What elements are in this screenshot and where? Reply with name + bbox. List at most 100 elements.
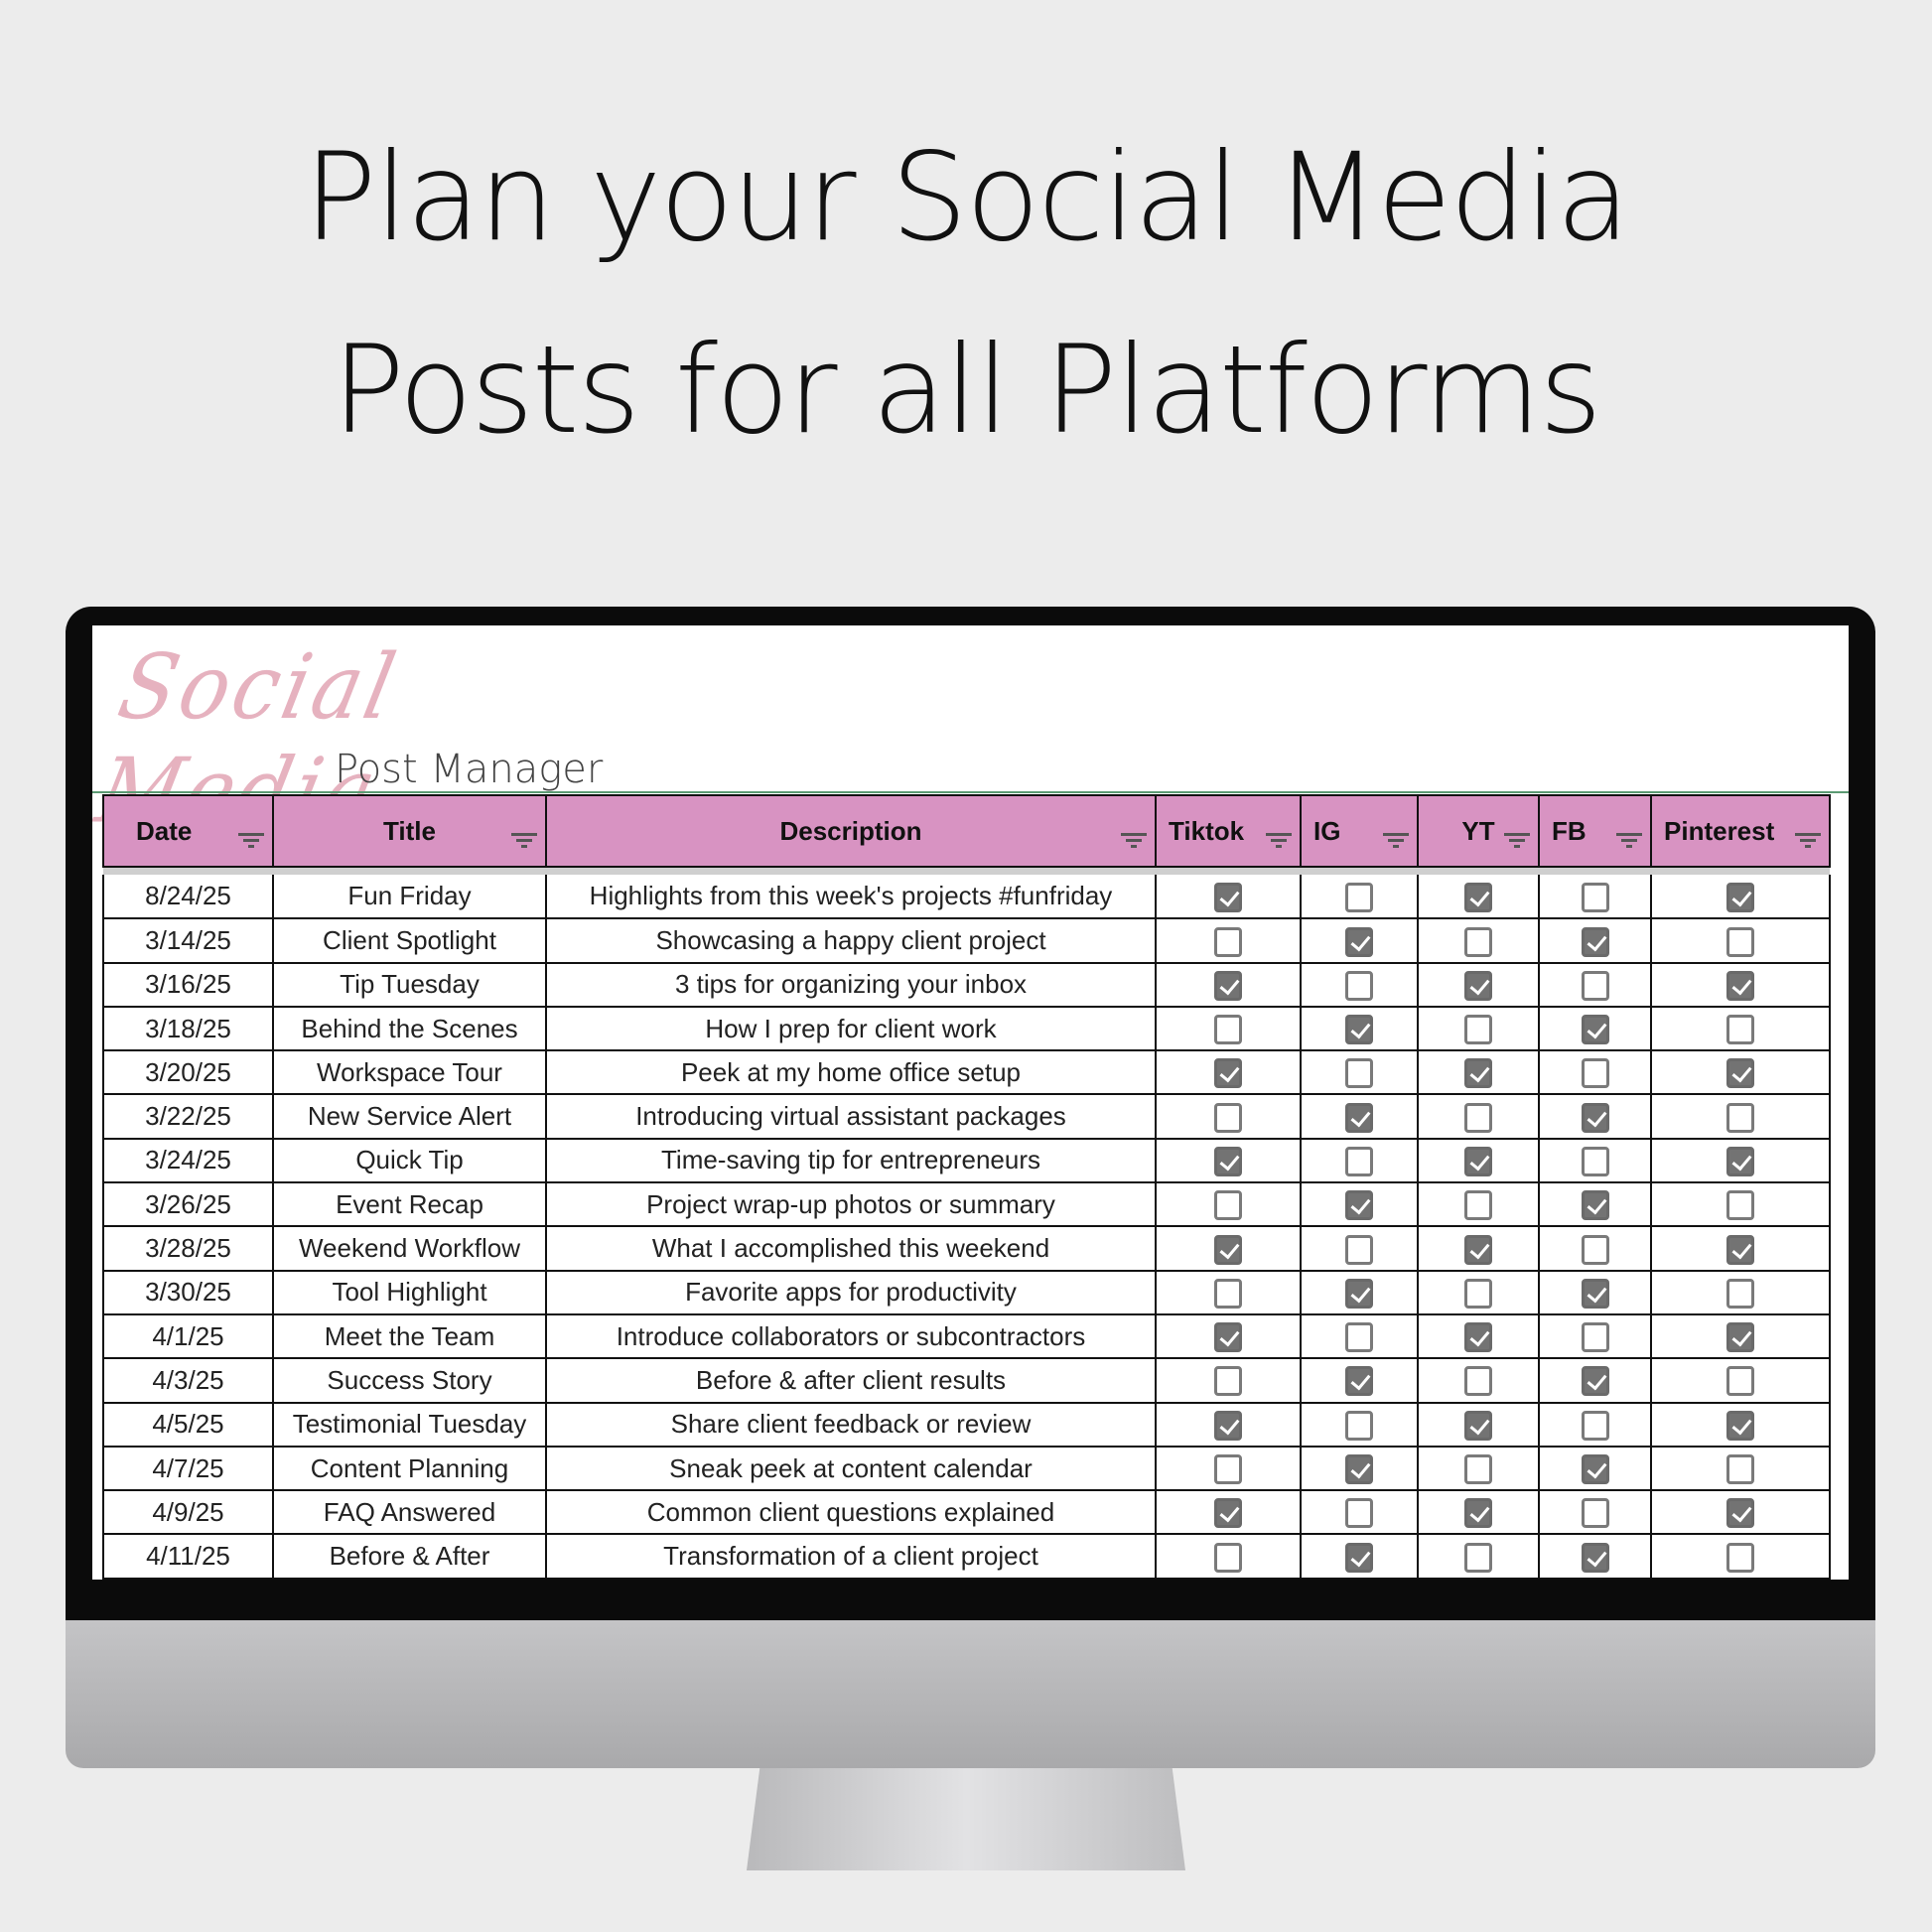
yt-checkbox[interactable]	[1464, 1146, 1492, 1176]
yt-checkbox[interactable]	[1464, 1190, 1492, 1221]
pinterest-checkbox[interactable]	[1726, 926, 1754, 957]
fb-checkbox[interactable]	[1581, 882, 1609, 912]
fb-checkbox[interactable]	[1581, 970, 1609, 1001]
title-cell[interactable]: Quick Tip	[272, 1138, 547, 1184]
date-cell[interactable]: 3/18/25	[102, 1006, 274, 1052]
fb-checkbox[interactable]	[1581, 1102, 1609, 1133]
date-cell[interactable]: 4/11/25	[102, 1534, 274, 1580]
date-cell[interactable]: 3/24/25	[102, 1138, 274, 1184]
tiktok-checkbox[interactable]	[1214, 1542, 1242, 1573]
fb-checkbox[interactable]	[1581, 1146, 1609, 1176]
description-cell[interactable]: Peek at my home office setup	[545, 1050, 1157, 1096]
title-cell[interactable]: Testimonial Tuesday	[272, 1402, 547, 1448]
filter-icon[interactable]	[1616, 824, 1642, 848]
tiktok-checkbox[interactable]	[1214, 1058, 1242, 1089]
date-cell[interactable]: 3/26/25	[102, 1182, 274, 1228]
pinterest-checkbox[interactable]	[1726, 1146, 1754, 1176]
yt-checkbox[interactable]	[1464, 1234, 1492, 1265]
fb-checkbox[interactable]	[1581, 926, 1609, 957]
fb-checkbox[interactable]	[1581, 1410, 1609, 1441]
fb-checkbox[interactable]	[1581, 1498, 1609, 1529]
pinterest-checkbox[interactable]	[1726, 1322, 1754, 1353]
yt-checkbox[interactable]	[1464, 1278, 1492, 1309]
description-cell[interactable]: How I prep for client work	[545, 1006, 1157, 1052]
filter-icon[interactable]	[238, 824, 264, 848]
pinterest-checkbox[interactable]	[1726, 1058, 1754, 1089]
yt-checkbox[interactable]	[1464, 1015, 1492, 1045]
ig-checkbox[interactable]	[1345, 1190, 1373, 1221]
date-cell[interactable]: 3/22/25	[102, 1094, 274, 1140]
title-cell[interactable]: Behind the Scenes	[272, 1006, 547, 1052]
tiktok-checkbox[interactable]	[1214, 1454, 1242, 1485]
tiktok-checkbox[interactable]	[1214, 1366, 1242, 1397]
date-cell[interactable]: 3/30/25	[102, 1270, 274, 1315]
yt-checkbox[interactable]	[1464, 1058, 1492, 1089]
tiktok-checkbox[interactable]	[1214, 1410, 1242, 1441]
description-cell[interactable]: Showcasing a happy client project	[545, 918, 1157, 964]
date-cell[interactable]: 8/24/25	[102, 875, 274, 920]
yt-checkbox[interactable]	[1464, 882, 1492, 912]
tiktok-checkbox[interactable]	[1214, 1234, 1242, 1265]
title-cell[interactable]: Client Spotlight	[272, 918, 547, 964]
tiktok-checkbox[interactable]	[1214, 1102, 1242, 1133]
filter-icon[interactable]	[1266, 824, 1292, 848]
ig-checkbox[interactable]	[1345, 1278, 1373, 1309]
title-cell[interactable]: New Service Alert	[272, 1094, 547, 1140]
fb-checkbox[interactable]	[1581, 1234, 1609, 1265]
tiktok-checkbox[interactable]	[1214, 1190, 1242, 1221]
ig-checkbox[interactable]	[1345, 1498, 1373, 1529]
pinterest-checkbox[interactable]	[1726, 1015, 1754, 1045]
date-cell[interactable]: 3/16/25	[102, 962, 274, 1008]
description-cell[interactable]: Transformation of a client project	[545, 1534, 1157, 1580]
title-cell[interactable]: Content Planning	[272, 1446, 547, 1492]
yt-checkbox[interactable]	[1464, 1498, 1492, 1529]
yt-checkbox[interactable]	[1464, 1322, 1492, 1353]
filter-icon[interactable]	[1795, 824, 1821, 848]
description-cell[interactable]: Common client questions explained	[545, 1490, 1157, 1536]
pinterest-checkbox[interactable]	[1726, 1366, 1754, 1397]
filter-icon[interactable]	[1121, 824, 1147, 848]
pinterest-checkbox[interactable]	[1726, 1498, 1754, 1529]
pinterest-checkbox[interactable]	[1726, 970, 1754, 1001]
title-cell[interactable]: Weekend Workflow	[272, 1226, 547, 1272]
ig-checkbox[interactable]	[1345, 1542, 1373, 1573]
tiktok-checkbox[interactable]	[1214, 1278, 1242, 1309]
pinterest-checkbox[interactable]	[1726, 1542, 1754, 1573]
pinterest-checkbox[interactable]	[1726, 1410, 1754, 1441]
ig-checkbox[interactable]	[1345, 970, 1373, 1001]
tiktok-checkbox[interactable]	[1214, 1498, 1242, 1529]
fb-checkbox[interactable]	[1581, 1542, 1609, 1573]
yt-checkbox[interactable]	[1464, 1542, 1492, 1573]
ig-checkbox[interactable]	[1345, 1102, 1373, 1133]
tiktok-checkbox[interactable]	[1214, 926, 1242, 957]
ig-checkbox[interactable]	[1345, 1234, 1373, 1265]
pinterest-checkbox[interactable]	[1726, 1278, 1754, 1309]
ig-checkbox[interactable]	[1345, 1454, 1373, 1485]
description-cell[interactable]: Share client feedback or review	[545, 1402, 1157, 1448]
date-cell[interactable]: 4/7/25	[102, 1446, 274, 1492]
description-cell[interactable]: What I accomplished this weekend	[545, 1226, 1157, 1272]
filter-icon[interactable]	[1383, 824, 1409, 848]
pinterest-checkbox[interactable]	[1726, 1234, 1754, 1265]
ig-checkbox[interactable]	[1345, 1058, 1373, 1089]
date-cell[interactable]: 3/28/25	[102, 1226, 274, 1272]
yt-checkbox[interactable]	[1464, 1366, 1492, 1397]
yt-checkbox[interactable]	[1464, 1102, 1492, 1133]
fb-checkbox[interactable]	[1581, 1322, 1609, 1353]
title-cell[interactable]: Tool Highlight	[272, 1270, 547, 1315]
ig-checkbox[interactable]	[1345, 1410, 1373, 1441]
pinterest-checkbox[interactable]	[1726, 1102, 1754, 1133]
fb-checkbox[interactable]	[1581, 1454, 1609, 1485]
date-cell[interactable]: 3/14/25	[102, 918, 274, 964]
fb-checkbox[interactable]	[1581, 1015, 1609, 1045]
ig-checkbox[interactable]	[1345, 926, 1373, 957]
description-cell[interactable]: Introducing virtual assistant packages	[545, 1094, 1157, 1140]
tiktok-checkbox[interactable]	[1214, 1146, 1242, 1176]
title-cell[interactable]: Tip Tuesday	[272, 962, 547, 1008]
yt-checkbox[interactable]	[1464, 1454, 1492, 1485]
title-cell[interactable]: FAQ Answered	[272, 1490, 547, 1536]
ig-checkbox[interactable]	[1345, 1015, 1373, 1045]
tiktok-checkbox[interactable]	[1214, 970, 1242, 1001]
fb-checkbox[interactable]	[1581, 1366, 1609, 1397]
date-cell[interactable]: 3/20/25	[102, 1050, 274, 1096]
